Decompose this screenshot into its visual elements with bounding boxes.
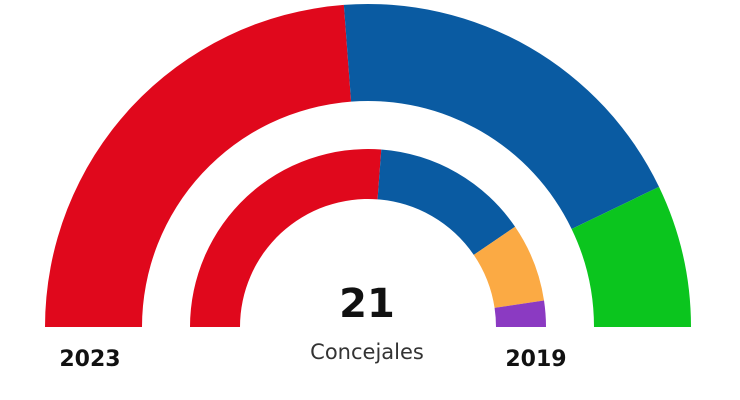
seat-segment-2019-3 bbox=[473, 226, 545, 308]
seat-segment-2019-2 bbox=[377, 149, 516, 255]
seat-segment-2023-1 bbox=[45, 4, 352, 328]
total-caption: Concejales bbox=[310, 340, 424, 364]
seat-segment-2019-1 bbox=[190, 148, 382, 327]
seat-segment-2023-2 bbox=[343, 4, 660, 229]
label-2023: 2023 bbox=[59, 347, 120, 372]
seat-segment-2023-3 bbox=[571, 186, 691, 327]
ring-2023 bbox=[45, 4, 691, 328]
label-2019: 2019 bbox=[505, 347, 566, 372]
total-seats: 21 bbox=[339, 281, 395, 327]
ring-2019 bbox=[190, 148, 546, 327]
seat-segment-2019-4 bbox=[494, 300, 546, 327]
